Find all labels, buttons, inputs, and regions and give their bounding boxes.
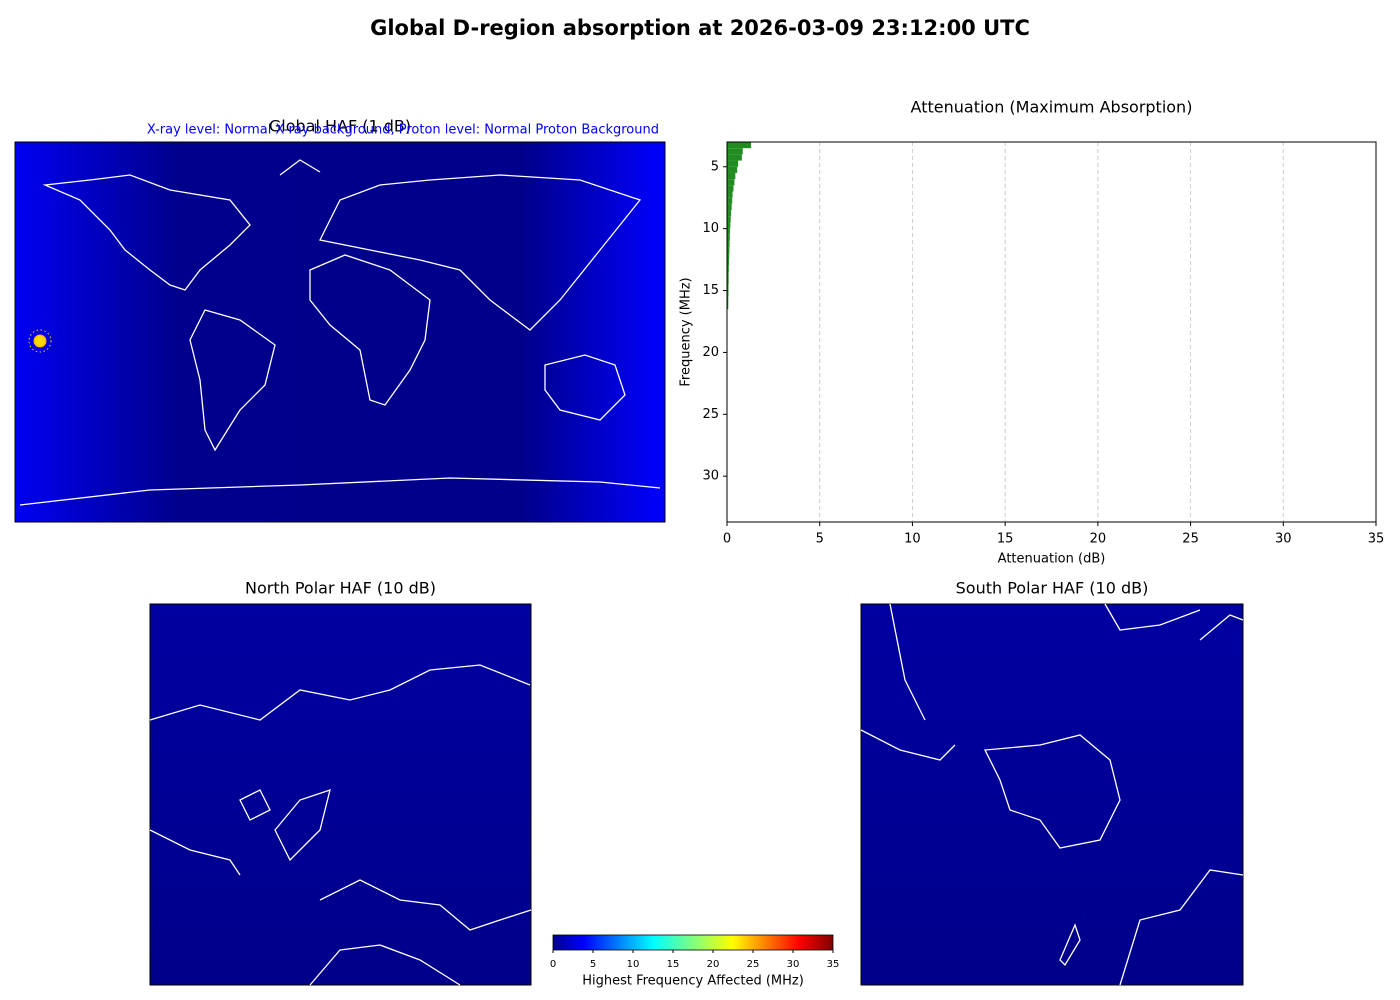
y-tick-label: 10 (702, 221, 719, 236)
bar (727, 271, 729, 279)
colorbar-label: Highest Frequency Affected (MHz) (582, 974, 804, 989)
chart-title: Attenuation (Maximum Absorption) (911, 98, 1193, 117)
bar (727, 247, 730, 254)
map-background (860, 603, 1244, 986)
bar (727, 185, 734, 192)
colorbar-tick-label: 0 (550, 959, 556, 970)
bar (727, 203, 732, 211)
bar (727, 234, 730, 242)
plot-frame (726, 141, 1377, 523)
bar (727, 290, 729, 297)
coastlines (149, 664, 532, 986)
colorbar-tick-label: 10 (627, 959, 640, 970)
bar (727, 210, 732, 217)
x-tick-label: 15 (997, 532, 1014, 547)
colorbar (552, 934, 834, 951)
y-tick-label: 25 (702, 407, 719, 422)
chart-subtitle: X-ray level: Normal X-ray background, Pr… (147, 123, 659, 138)
bar (727, 296, 729, 303)
y-tick-label: 5 (711, 159, 719, 174)
bar (727, 179, 735, 186)
colorbar-tick-label: 20 (707, 959, 720, 970)
colorbar-tick-label: 25 (747, 959, 760, 970)
bar (727, 197, 733, 204)
colorbar-tick-label: 15 (667, 959, 680, 970)
bar (727, 259, 730, 266)
colorbar-tick-label: 30 (787, 959, 800, 970)
figure-title: Global D-region absorption at 2026-03-09… (370, 16, 1030, 40)
bar (727, 148, 743, 155)
bar (727, 154, 742, 161)
x-tick-label: 25 (1182, 532, 1199, 547)
bar (727, 253, 730, 260)
coastlines (19, 159, 661, 506)
x-tick-label: 10 (904, 532, 921, 547)
bar (727, 241, 730, 248)
x-tick-label: 0 (723, 532, 731, 547)
bar (727, 216, 731, 223)
x-tick-label: 30 (1275, 532, 1292, 547)
coastlines (860, 603, 1244, 986)
bar (727, 172, 736, 180)
sun-icon (28, 329, 52, 353)
x-axis-label: Attenuation (dB) (998, 552, 1106, 567)
bar (727, 228, 730, 235)
bar (727, 191, 733, 198)
y-tick-label: 15 (702, 283, 719, 298)
bar (727, 284, 729, 291)
bar (727, 278, 729, 285)
x-tick-label: 5 (816, 532, 824, 547)
bar (727, 166, 738, 173)
map-background (149, 603, 532, 986)
bar (727, 142, 752, 149)
chart-title: Global HAF (1 dB) (269, 117, 411, 136)
map-background (14, 141, 666, 523)
x-tick-label: 35 (1368, 532, 1385, 547)
chart-title: South Polar HAF (10 dB) (956, 579, 1149, 598)
bar (727, 222, 731, 229)
x-tick-label: 20 (1090, 532, 1107, 547)
bar (727, 265, 729, 272)
colorbar-tick-label: 5 (590, 959, 596, 970)
colorbar-tick-label: 35 (827, 959, 840, 970)
y-axis-label: Frequency (MHz) (679, 277, 694, 386)
y-tick-label: 30 (702, 469, 719, 484)
chart-title: North Polar HAF (10 dB) (245, 579, 436, 598)
y-tick-label: 20 (702, 345, 719, 360)
bar (727, 160, 739, 167)
bar (727, 302, 729, 310)
